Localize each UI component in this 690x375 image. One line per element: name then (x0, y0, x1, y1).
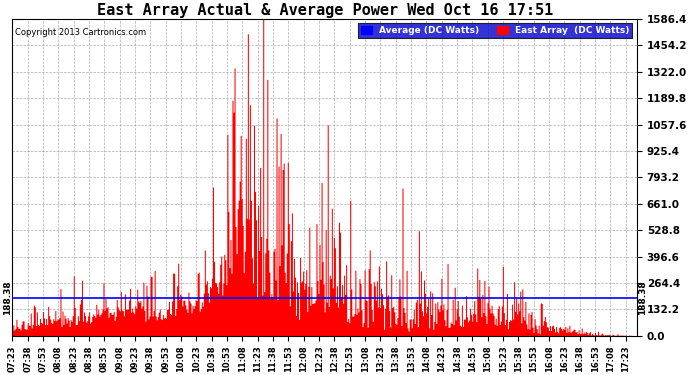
Title: East Array Actual & Average Power Wed Oct 16 17:51: East Array Actual & Average Power Wed Oc… (97, 3, 553, 18)
Text: 188.38: 188.38 (638, 281, 647, 315)
Text: Copyright 2013 Cartronics.com: Copyright 2013 Cartronics.com (15, 28, 146, 38)
Legend: Average (DC Watts), East Array  (DC Watts): Average (DC Watts), East Array (DC Watts… (358, 24, 633, 38)
Text: 188.38: 188.38 (3, 281, 12, 315)
